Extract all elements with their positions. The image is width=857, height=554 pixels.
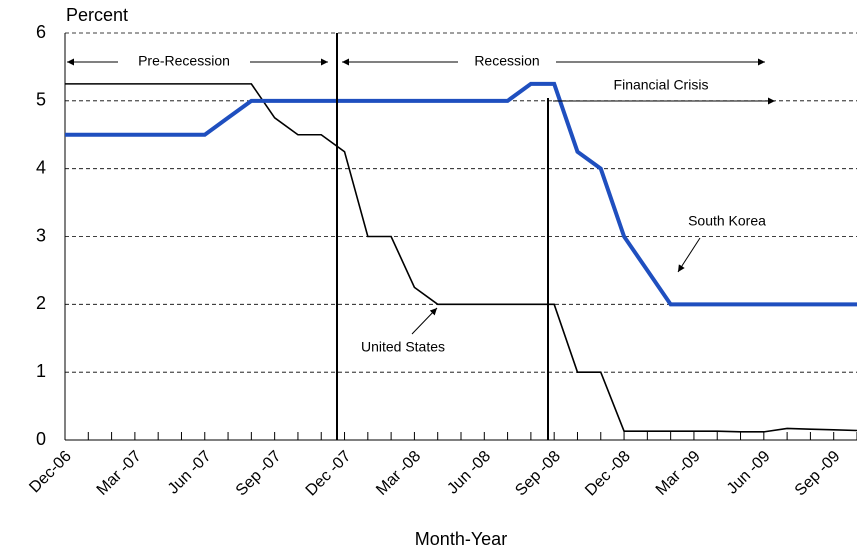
x-tick-label: Mar -08 bbox=[373, 448, 424, 499]
x-tick-label: Jun -08 bbox=[444, 448, 494, 498]
annotation: Pre-Recession bbox=[138, 53, 230, 69]
y-axis-title: Percent bbox=[66, 5, 128, 25]
label-bg bbox=[118, 52, 250, 72]
x-tick-label: Jun -09 bbox=[724, 448, 774, 498]
x-tick-label: Sep -08 bbox=[512, 448, 564, 500]
x-tick-label: Jun -07 bbox=[165, 448, 215, 498]
series-label: South Korea bbox=[688, 213, 766, 229]
y-tick-label: 0 bbox=[36, 429, 46, 449]
x-tick-label: Sep -09 bbox=[792, 448, 844, 500]
x-tick-label: Dec -08 bbox=[582, 448, 634, 500]
x-tick-label: Dec -07 bbox=[303, 448, 355, 500]
series-line bbox=[65, 83, 857, 433]
x-axis-title: Month-Year bbox=[415, 529, 507, 549]
pointer-arrow bbox=[677, 237, 701, 273]
y-tick-label: 2 bbox=[36, 293, 46, 313]
annotation: Recession bbox=[474, 53, 539, 69]
series-label: United States bbox=[361, 339, 445, 355]
label-bg bbox=[458, 52, 556, 72]
series-line bbox=[65, 81, 857, 307]
x-tick-label: Sep -07 bbox=[233, 448, 285, 500]
y-tick-label: 4 bbox=[36, 157, 46, 177]
y-tick-label: 1 bbox=[36, 361, 46, 381]
x-tick-label: Mar -09 bbox=[653, 448, 704, 499]
annotation: Financial Crisis bbox=[614, 77, 709, 93]
x-tick-label: Mar -07 bbox=[94, 448, 145, 499]
y-tick-label: 6 bbox=[36, 22, 46, 42]
y-tick-label: 5 bbox=[36, 90, 46, 110]
pointer-arrow bbox=[411, 307, 438, 335]
y-tick-label: 3 bbox=[36, 225, 46, 245]
x-tick-label: Dec-06 bbox=[26, 448, 75, 497]
